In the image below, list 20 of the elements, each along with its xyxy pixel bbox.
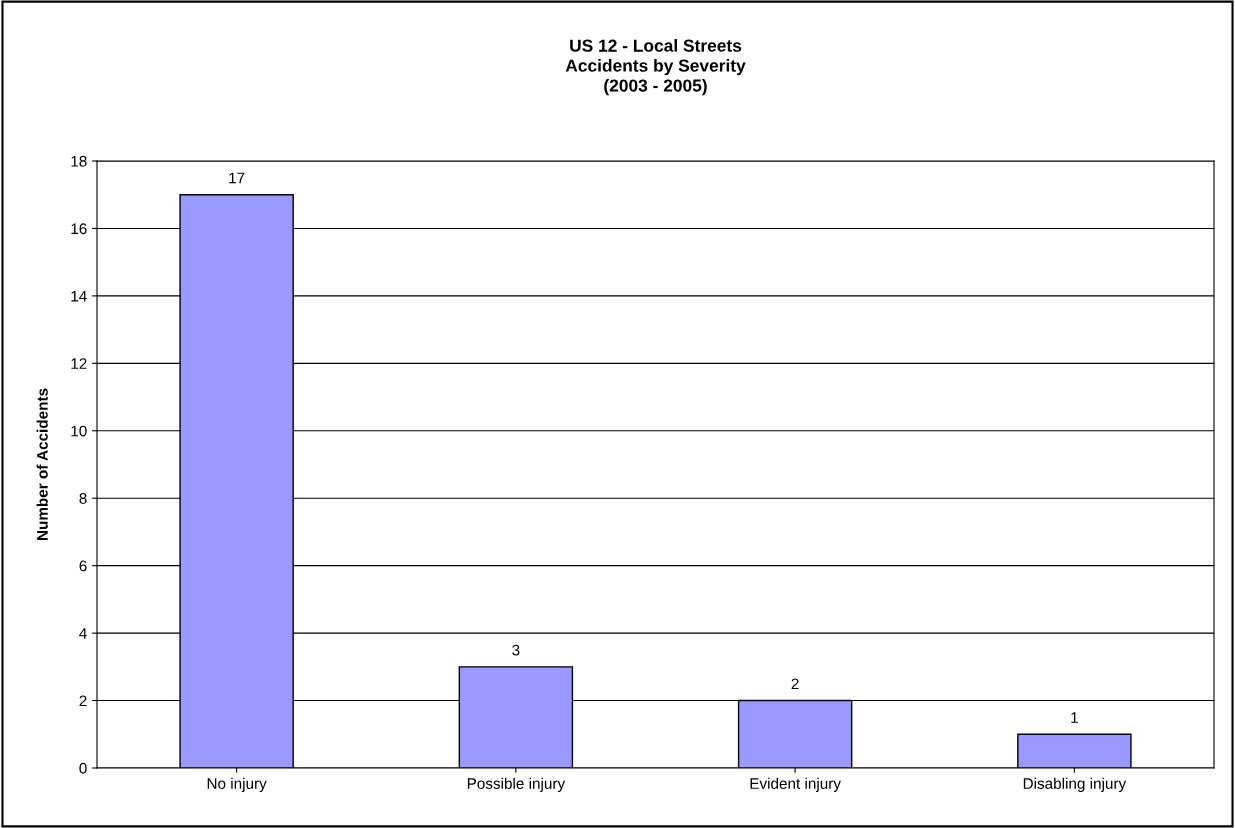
chart-title: US 12 - Local Streets Accidents by Severity (2003 - 2005) xyxy=(565,39,746,96)
x-tick-label: No injury xyxy=(207,777,267,792)
x-tick-label: Evident injury xyxy=(750,777,841,792)
y-tick-label: 0 xyxy=(79,762,87,774)
y-tick-label: 6 xyxy=(79,560,87,572)
data-label: 3 xyxy=(512,644,520,656)
y-tick-label: 4 xyxy=(79,628,87,639)
data-label: 17 xyxy=(229,172,245,184)
data-label: 1 xyxy=(1071,712,1078,723)
y-tick-label: 2 xyxy=(79,695,87,707)
y-tick-label: 12 xyxy=(71,358,87,369)
y-tick-label: 8 xyxy=(79,493,87,504)
x-tick-label: Disabling injury xyxy=(1023,777,1127,792)
x-tick-label: Possible injury xyxy=(467,777,566,792)
y-axis-title: Number of Accidents xyxy=(36,388,48,541)
y-tick-label: 16 xyxy=(71,223,87,235)
y-tick-label: 14 xyxy=(71,290,87,302)
y-tick-label: 10 xyxy=(71,425,87,437)
data-label: 2 xyxy=(791,678,799,690)
y-tick-label: 18 xyxy=(71,155,87,167)
